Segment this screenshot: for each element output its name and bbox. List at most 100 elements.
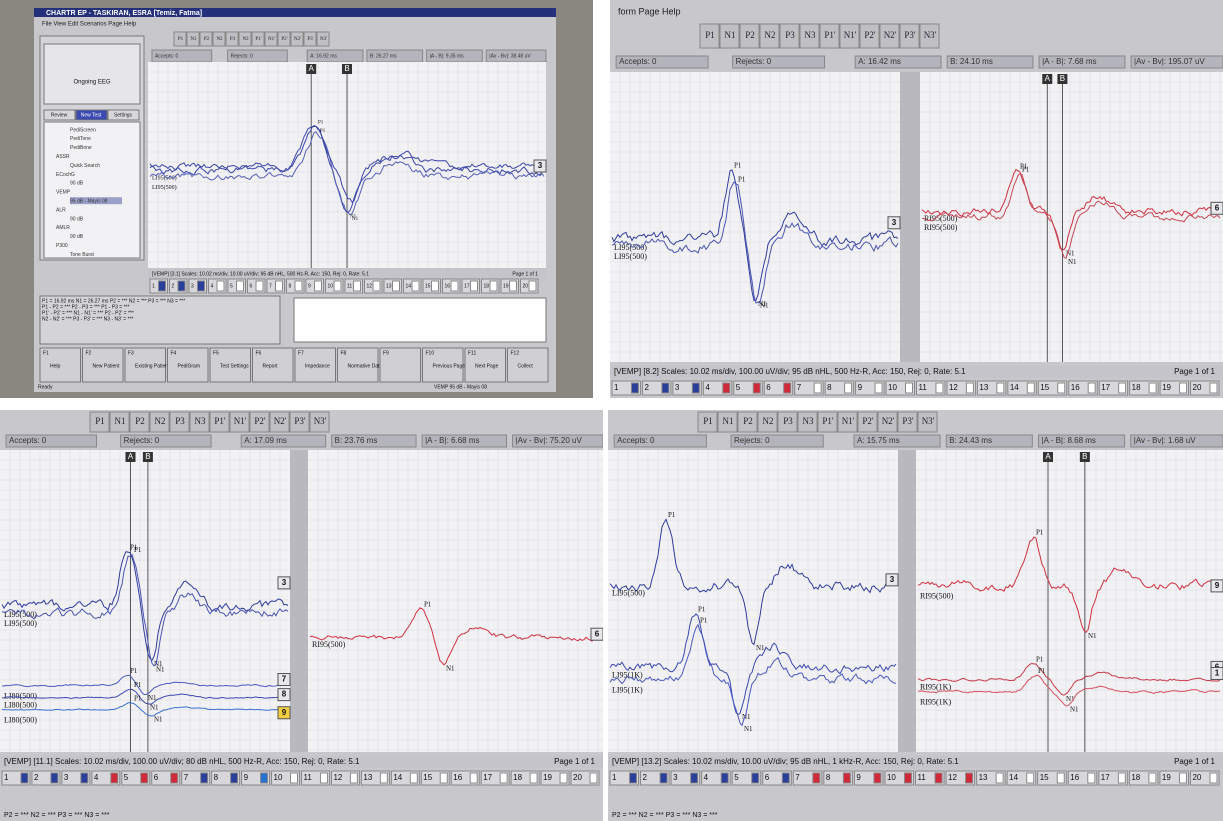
toolbar-label: N2 bbox=[155, 416, 166, 426]
page: {"panels": [ {"window_title": "CHARTR EP… bbox=[0, 0, 1223, 821]
toolbar-label: P2' bbox=[254, 416, 266, 426]
toolbar-label: N3 bbox=[195, 416, 206, 426]
channel-label: 14 bbox=[1010, 383, 1019, 392]
tree-item[interactable]: VEMP bbox=[56, 190, 71, 196]
tree-item[interactable]: PediBone bbox=[70, 145, 92, 151]
channel-swatch bbox=[111, 773, 118, 783]
trace-label: RI95(500) bbox=[312, 640, 346, 649]
cursor-label: A bbox=[1045, 452, 1051, 461]
channel-swatch bbox=[320, 773, 327, 783]
toolbar-label: P1' bbox=[822, 416, 834, 426]
channel-label: 2 bbox=[172, 283, 175, 289]
notes-box bbox=[294, 298, 546, 342]
header-text: |A - B|: 8.68 ms bbox=[1042, 436, 1096, 445]
tree-item[interactable]: ECochG bbox=[56, 172, 75, 178]
channel-label: 16 bbox=[1070, 773, 1079, 782]
peak-label: P1 bbox=[698, 606, 706, 614]
toolbar-label: N2' bbox=[884, 30, 897, 40]
cursor-label: A bbox=[1045, 74, 1051, 83]
fkey-code: F7 bbox=[298, 350, 304, 356]
channel-swatch bbox=[662, 383, 669, 393]
channel-swatch bbox=[845, 383, 852, 393]
channel-swatch bbox=[21, 773, 28, 783]
marker-label: 9 bbox=[282, 708, 287, 717]
header-text: |A - B|: 9.35 ms bbox=[430, 53, 464, 59]
toolbar-label: P2' bbox=[862, 416, 874, 426]
channel-label: 19 bbox=[1162, 773, 1171, 782]
channel-swatch bbox=[753, 383, 760, 393]
channel-label: 3 bbox=[64, 773, 69, 782]
tree-item[interactable]: ALR bbox=[56, 207, 66, 213]
channel-label: 5 bbox=[230, 283, 233, 289]
channel-swatch bbox=[1027, 383, 1034, 393]
fkey-code: F2 bbox=[86, 350, 92, 356]
channel-swatch bbox=[905, 773, 912, 783]
channel-label: 6 bbox=[766, 383, 771, 392]
result-line: P2 = *** N2 = *** P3 = *** N3 = *** bbox=[4, 812, 110, 819]
cursor-label: B bbox=[145, 452, 150, 461]
fkey-code: F1 bbox=[43, 350, 49, 356]
tree-item[interactable]: Tone Burst bbox=[70, 252, 95, 258]
window-title: CHARTR EP - TASKIRAN, ESRA [Temiz, Fatma… bbox=[46, 10, 202, 17]
peak-label: N1 bbox=[156, 665, 165, 673]
channel-swatch bbox=[874, 773, 881, 783]
channel-swatch bbox=[660, 773, 667, 783]
channel-label: 7 bbox=[184, 773, 189, 782]
channel-label: 16 bbox=[445, 283, 451, 289]
tree-item[interactable]: ASSR bbox=[56, 154, 70, 160]
tree-item[interactable]: AMLR bbox=[56, 225, 70, 231]
header-text: B: 24.10 ms bbox=[950, 57, 993, 66]
channel-label: 8 bbox=[827, 383, 832, 392]
trace-label: LI80(500) bbox=[4, 691, 37, 700]
peak-label: P1 bbox=[1038, 667, 1046, 675]
channel-label: 4 bbox=[704, 773, 709, 782]
channel-swatch bbox=[295, 281, 302, 291]
tree-item[interactable]: PediScreen bbox=[70, 127, 96, 133]
channel-label: 12 bbox=[367, 283, 373, 289]
status-text: [VEMP] [3.1] Scales: 10.02 ms/div, 10.00… bbox=[152, 271, 369, 277]
tree-item[interactable]: PediTone bbox=[70, 136, 91, 142]
tree-item[interactable]: 90 dB bbox=[70, 234, 84, 240]
toolbar-label: P2 bbox=[135, 416, 145, 426]
toolbar-label: P3' bbox=[307, 37, 313, 42]
fkey-code: F9 bbox=[383, 350, 389, 356]
toolbar-label: N1 bbox=[725, 30, 736, 40]
tree-item[interactable]: 90 dB bbox=[70, 181, 84, 187]
channel-swatch bbox=[291, 773, 298, 783]
channel-swatch bbox=[380, 773, 387, 783]
channel-swatch bbox=[141, 773, 148, 783]
channel-label: 17 bbox=[1101, 383, 1110, 392]
channel-swatch bbox=[631, 383, 638, 393]
tree-item[interactable]: Quick Search bbox=[70, 163, 100, 169]
channel-label: 9 bbox=[858, 383, 863, 392]
channel-swatch bbox=[1210, 383, 1217, 393]
cursor-label: B bbox=[344, 64, 349, 73]
tree-item[interactable]: 90 dB bbox=[70, 216, 84, 222]
header-text: |Av - Bv|: 38.48 uV bbox=[489, 53, 531, 59]
channel-swatch bbox=[721, 773, 728, 783]
tree-item[interactable]: P300 bbox=[56, 243, 68, 249]
fkey-label: Help bbox=[50, 363, 61, 369]
eeg-box bbox=[44, 44, 140, 104]
header-text: Accepts: 0 bbox=[619, 57, 657, 66]
channel-swatch bbox=[560, 773, 567, 783]
channel-swatch bbox=[490, 281, 497, 291]
channel-label: 16 bbox=[1071, 383, 1080, 392]
marker-label: 3 bbox=[282, 578, 287, 587]
toolbar-label: N1 bbox=[190, 37, 197, 42]
channel-swatch bbox=[334, 281, 341, 291]
tab-label: Review bbox=[51, 112, 68, 118]
channel-swatch bbox=[470, 773, 477, 783]
channel-swatch bbox=[81, 773, 88, 783]
channel-swatch bbox=[432, 281, 439, 291]
channel-label: 7 bbox=[797, 383, 802, 392]
channel-swatch bbox=[530, 773, 537, 783]
tree-item[interactable]: 95 dB - Mayis 08 bbox=[70, 199, 108, 205]
toolbar-label: P2 bbox=[204, 37, 210, 42]
channel-swatch bbox=[966, 383, 973, 393]
channel-label: 10 bbox=[328, 283, 334, 289]
header-text: Rejects: 0 bbox=[734, 436, 770, 445]
fkey-code: F3 bbox=[128, 350, 134, 356]
channel-label: 15 bbox=[1040, 383, 1049, 392]
trace-label: RI95(1K) bbox=[920, 682, 951, 691]
